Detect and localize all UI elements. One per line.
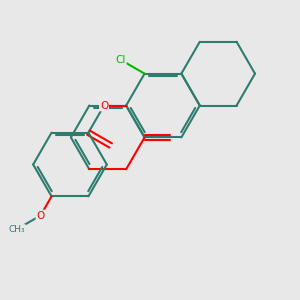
Text: O: O bbox=[36, 211, 45, 220]
Text: O: O bbox=[100, 100, 108, 110]
Text: CH₃: CH₃ bbox=[8, 225, 25, 234]
Text: Cl: Cl bbox=[116, 55, 126, 65]
